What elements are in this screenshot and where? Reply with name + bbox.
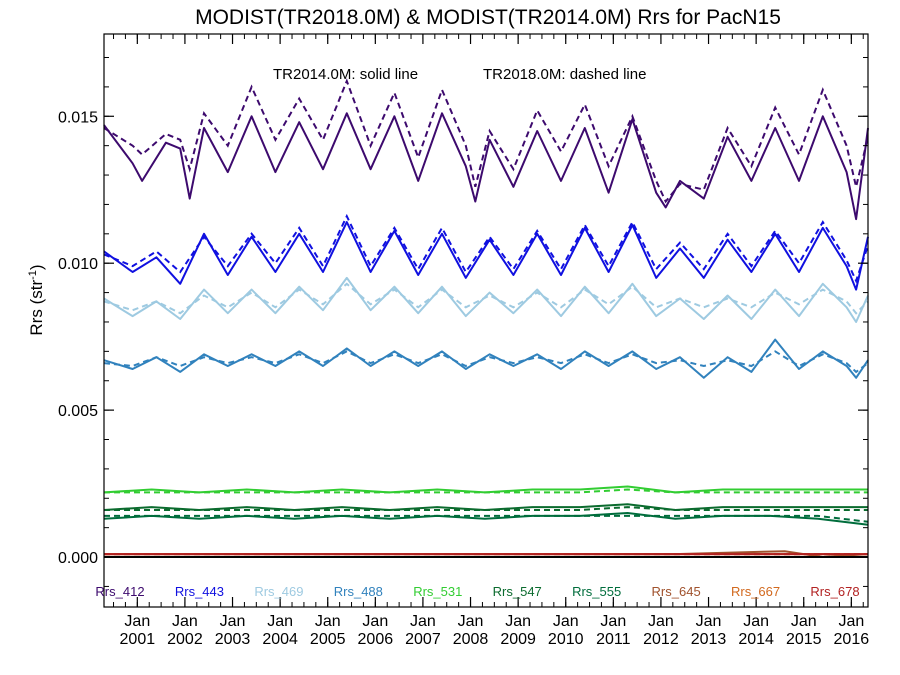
y-tick-label: 0.000	[58, 550, 98, 567]
x-tick-label-year: 2011	[596, 631, 631, 648]
x-tick-label-month: Jan	[172, 613, 198, 630]
x-tick-label-year: 2010	[548, 631, 584, 648]
x-tick-label-year: 2012	[643, 631, 679, 648]
x-tick-label-month: Jan	[220, 613, 246, 630]
x-tick-label-year: 2009	[500, 631, 536, 648]
rrs-412-solid-line	[103, 112, 869, 221]
x-tick-label-month: Jan	[124, 613, 150, 630]
x-tick-label-month: Jan	[743, 613, 769, 630]
x-tick-label-year: 2006	[358, 631, 394, 648]
rrs-469-solid-line	[103, 276, 869, 323]
x-tick-label-month: Jan	[696, 613, 722, 630]
y-axis-label-superscript: -1	[27, 270, 39, 280]
annotation-dashed: TR2018.0M: dashed line	[483, 66, 646, 83]
x-tick-label-month: Jan	[410, 613, 436, 630]
x-tick-label-year: 2005	[310, 631, 346, 648]
x-tick-label-year: 2002	[167, 631, 203, 648]
rrs-488-dashed-line	[103, 350, 869, 374]
rrs-547-dashed-line	[104, 506, 868, 511]
legend-item-rrs-555: Rrs_555	[572, 584, 621, 599]
chart-title: MODIST(TR2018.0M) & MODIST(TR2014.0M) Rr…	[195, 6, 781, 29]
rrs-469-dashed-line	[103, 282, 869, 315]
rrs-531-dashed-line	[104, 488, 868, 494]
x-tick-label-month: Jan	[648, 613, 674, 630]
rrs-555-dashed-line	[104, 514, 869, 523]
axes: 0.0000.0050.0100.015Jan2001Jan2002Jan200…	[58, 33, 870, 648]
line-style-annotation: TR2014.0M: solid line TR2018.0M: dashed …	[273, 66, 646, 83]
x-tick-label-year: 2008	[453, 631, 489, 648]
x-tick-label-month: Jan	[791, 613, 817, 630]
legend-item-rrs-488: Rrs_488	[334, 584, 383, 599]
annotation-solid: TR2014.0M: solid line	[273, 66, 418, 83]
x-tick-label-month: Jan	[267, 613, 293, 630]
x-tick-label-month: Jan	[838, 613, 864, 630]
x-tick-label-month: Jan	[458, 613, 484, 630]
legend-item-rrs-667: Rrs_667	[731, 584, 780, 599]
rrs-555-solid-line	[103, 512, 869, 526]
y-tick-label: 0.010	[58, 256, 98, 273]
x-tick-label-month: Jan	[600, 613, 626, 630]
x-tick-label-month: Jan	[362, 613, 388, 630]
rrs-412-dashed-line	[103, 78, 869, 204]
legend-item-rrs-443: Rrs_443	[175, 584, 224, 599]
x-tick-label-month: Jan	[505, 613, 531, 630]
legend-item-rrs-547: Rrs_547	[493, 584, 542, 599]
legend-item-rrs-412: Rrs_412	[95, 584, 144, 599]
y-axis-label: Rrs (str-1)	[27, 264, 46, 335]
legend-item-rrs-531: Rrs_531	[413, 584, 462, 599]
plot-frame	[103, 33, 869, 608]
legend-item-rrs-645: Rrs_645	[652, 584, 701, 599]
legend: Rrs_412 Rrs_443 Rrs_469 Rrs_488 Rrs_531 Rrs_5…	[95, 584, 859, 599]
rrs-443-dashed-line	[103, 213, 869, 284]
x-tick-label-month: Jan	[315, 613, 341, 630]
series-layer	[103, 78, 869, 558]
x-tick-label-year: 2016	[834, 631, 870, 648]
x-tick-label-year: 2014	[738, 631, 774, 648]
legend-item-rrs-678: Rrs_678	[810, 584, 859, 599]
y-tick-label: 0.015	[58, 109, 98, 126]
y-tick-label: 0.005	[58, 403, 98, 420]
x-tick-label-year: 2003	[215, 631, 251, 648]
x-tick-label-year: 2013	[691, 631, 727, 648]
legend-item-rrs-469: Rrs_469	[254, 584, 303, 599]
x-tick-label-year: 2001	[120, 631, 156, 648]
rrs-488-solid-line	[103, 338, 869, 379]
x-tick-label-year: 2007	[405, 631, 441, 648]
x-tick-label-year: 2004	[262, 631, 298, 648]
x-tick-label-month: Jan	[553, 613, 579, 630]
rrs-443-solid-line	[103, 221, 869, 291]
x-tick-label-year: 2015	[786, 631, 822, 648]
